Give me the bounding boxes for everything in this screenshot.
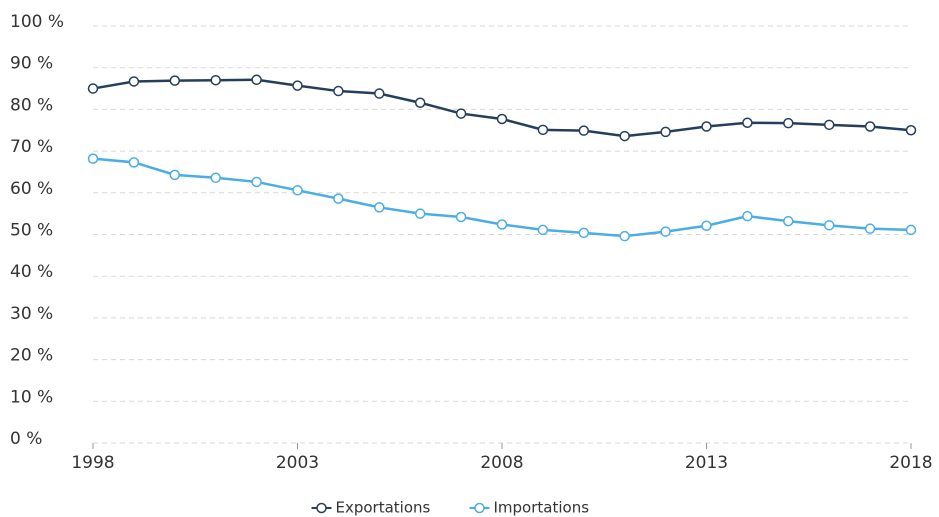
point: [905, 125, 917, 136]
point: [496, 113, 508, 125]
y-tick-label: 10 %: [10, 387, 53, 407]
y-tick-label: 20 %: [10, 346, 53, 366]
point: [742, 210, 753, 222]
y-tick-label: 80 %: [10, 95, 53, 115]
y-tick-label: 30 %: [10, 304, 53, 324]
point: [169, 75, 181, 86]
point: [578, 125, 590, 136]
x-tick-label: 1998: [71, 453, 114, 473]
point: [783, 215, 794, 227]
y-tick-label: 60 %: [10, 179, 53, 199]
point: [905, 224, 917, 236]
point: [414, 97, 426, 108]
point: [128, 76, 140, 87]
point: [87, 153, 99, 164]
point: [864, 223, 876, 234]
y-tick-label: 0 %: [10, 429, 42, 449]
point: [823, 119, 835, 131]
point: [864, 121, 876, 132]
point: [251, 74, 262, 86]
point: [823, 220, 835, 231]
point: [414, 208, 426, 219]
x-tick-label: 2008: [480, 453, 523, 473]
point: [374, 88, 385, 99]
point: [128, 157, 140, 168]
point: [455, 108, 467, 119]
y-tick-label: 40 %: [10, 262, 53, 282]
legend-marker: [474, 502, 485, 514]
x-tick-label: 2003: [276, 453, 319, 473]
point: [660, 126, 671, 138]
point: [251, 176, 262, 188]
y-tick-label: 70 %: [10, 137, 53, 157]
x-tick-label: 2013: [685, 453, 728, 473]
point: [210, 172, 221, 184]
point: [578, 227, 590, 239]
point: [701, 121, 712, 132]
point: [292, 185, 303, 196]
point: [169, 169, 181, 181]
point: [333, 193, 344, 204]
point: [619, 130, 630, 142]
point: [701, 220, 712, 231]
point: [496, 219, 508, 230]
legend-marker: [316, 502, 327, 514]
legend-label: Exportations: [336, 499, 431, 517]
legend-label: Importations: [494, 499, 590, 517]
point: [660, 226, 671, 237]
point: [374, 202, 385, 213]
point: [783, 117, 794, 129]
point: [537, 224, 549, 236]
y-tick-label: 50 %: [10, 221, 53, 241]
point: [742, 117, 753, 128]
point: [619, 230, 630, 242]
point: [537, 124, 549, 136]
point: [210, 74, 221, 86]
point: [455, 211, 467, 223]
point: [87, 83, 99, 94]
y-tick-label: 100 %: [10, 12, 64, 32]
point: [292, 80, 303, 91]
x-tick-label: 2018: [889, 453, 932, 473]
y-tick-label: 90 %: [10, 54, 53, 74]
point: [333, 85, 344, 97]
